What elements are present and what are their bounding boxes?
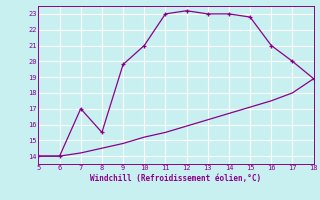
X-axis label: Windchill (Refroidissement éolien,°C): Windchill (Refroidissement éolien,°C) <box>91 174 261 183</box>
